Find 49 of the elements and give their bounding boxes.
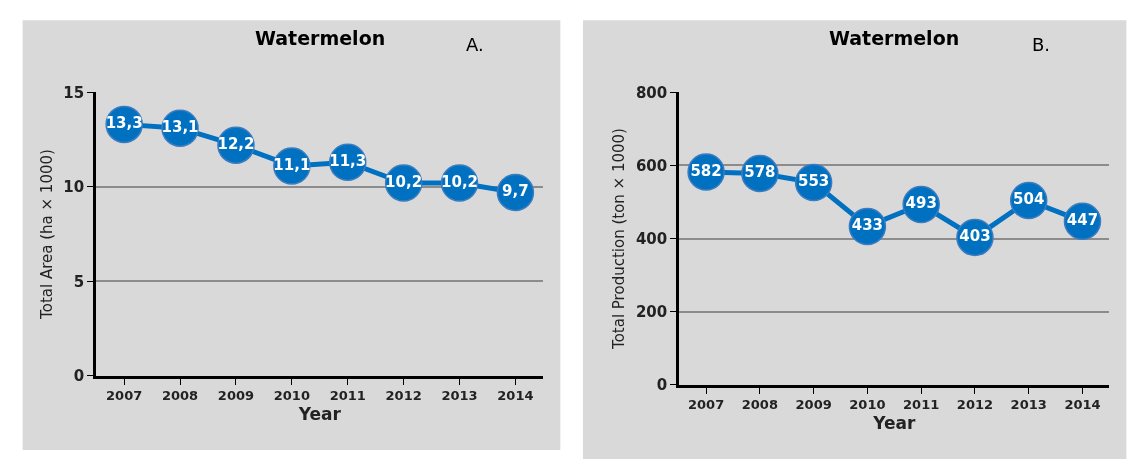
x-tick-label: 2012 — [385, 388, 422, 404]
x-tick-label: 2011 — [903, 397, 940, 413]
data-label: 433 — [851, 216, 884, 235]
data-label: 553 — [797, 172, 830, 191]
data-label: 13,3 — [105, 114, 143, 133]
x-tick-label: 2008 — [161, 388, 199, 404]
y-tick-label: 200 — [635, 302, 668, 321]
x-tick-label: 2014 — [497, 388, 534, 404]
data-label: 13,1 — [161, 117, 199, 136]
y-tick-label: 10 — [63, 178, 85, 196]
y-tick-label: 5 — [73, 272, 85, 291]
data-label: 504 — [1013, 190, 1045, 209]
text: A. — [466, 34, 484, 55]
data-label: 11,3 — [329, 151, 367, 170]
x-tick-label: 2009 — [795, 397, 832, 413]
data-label: 12,2 — [217, 134, 255, 153]
x-tick-label: 2013 — [1010, 397, 1047, 413]
data-label: 582 — [690, 161, 722, 180]
data-label: 403 — [959, 227, 991, 246]
data-label: 11,1 — [273, 155, 311, 174]
data-label: 493 — [905, 194, 937, 213]
y-tick-label: 800 — [635, 83, 668, 102]
data-label: 10,2 — [385, 172, 423, 191]
chart-title: Watermelon — [829, 27, 960, 49]
y-tick-label: 0 — [73, 367, 85, 385]
x-axis-title: Year — [297, 403, 342, 424]
x-tick-label: 2013 — [441, 388, 478, 404]
text: B. — [1032, 34, 1051, 55]
x-axis-title: Year — [872, 412, 916, 433]
data-label: 10,2 — [441, 172, 479, 191]
x-tick-label: 2009 — [217, 388, 255, 404]
x-tick-label: 2007 — [688, 397, 725, 413]
chart-title: Watermelon — [255, 27, 386, 49]
x-tick-label: 2012 — [956, 397, 994, 413]
x-tick-label: 2014 — [1064, 397, 1101, 413]
y-axis-title: Total Area (ha × 1000) — [37, 149, 56, 320]
x-tick-label: 2010 — [849, 397, 886, 413]
data-label: 447 — [1066, 211, 1099, 230]
x-tick-label: 2011 — [329, 388, 366, 404]
y-tick-label: 0 — [656, 376, 668, 394]
y-tick-label: 400 — [635, 229, 668, 248]
x-tick-label: 2008 — [741, 397, 778, 413]
y-tick-label: 15 — [63, 83, 85, 102]
x-tick-label: 2010 — [273, 388, 310, 404]
y-axis-title: Total Production (ton × 1000) — [610, 128, 629, 350]
data-label: 9,7 — [502, 182, 529, 201]
x-tick-label: 2007 — [106, 388, 143, 404]
data-label: 578 — [744, 163, 776, 182]
y-tick-label: 600 — [635, 156, 668, 175]
